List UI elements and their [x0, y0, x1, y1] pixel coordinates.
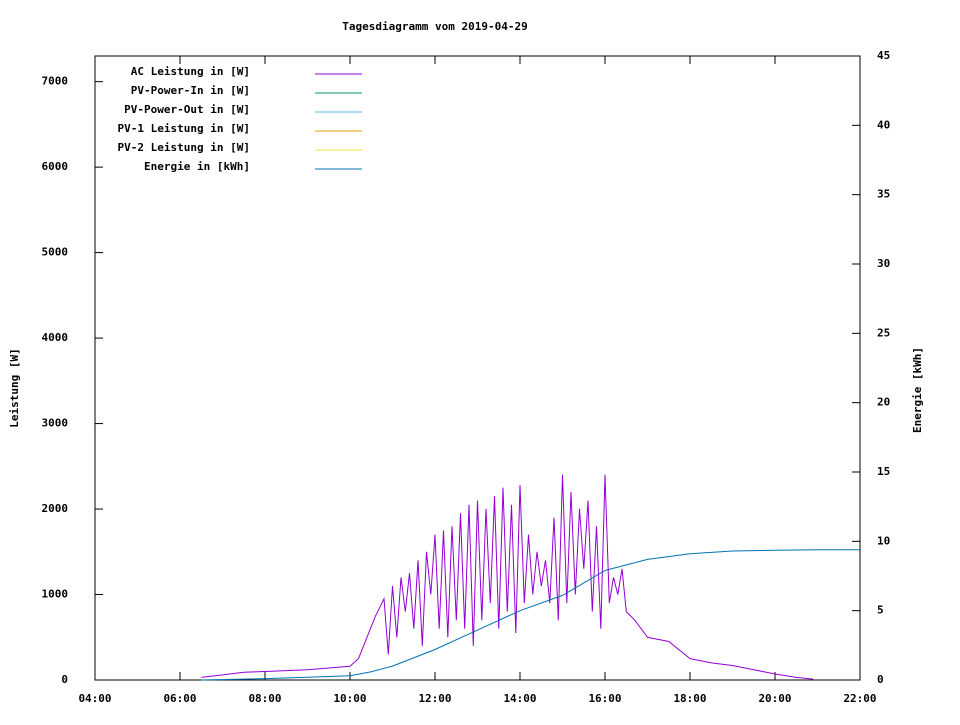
x-tick-label: 20:00: [758, 692, 791, 705]
y2-axis-label: Energie [kWh]: [911, 347, 924, 433]
legend-label: PV-Power-Out in [W]: [124, 103, 250, 116]
y2-tick-label: 25: [877, 326, 890, 339]
y-tick-label: 1000: [42, 588, 69, 601]
x-tick-label: 12:00: [418, 692, 451, 705]
x-tick-label: 16:00: [588, 692, 621, 705]
plot-frame: [94, 55, 861, 681]
y2-tick-label: 40: [877, 118, 890, 131]
y2-tick-label: 35: [877, 188, 890, 201]
y-tick-label: 6000: [42, 160, 69, 173]
y-tick-label: 7000: [42, 75, 69, 88]
x-tick-label: 06:00: [163, 692, 196, 705]
y2-tick-label: 0: [877, 673, 884, 686]
x-tick-label: 08:00: [248, 692, 281, 705]
x-tick-label: 10:00: [333, 692, 366, 705]
y2-tick-label: 30: [877, 257, 890, 270]
legend-label: PV-2 Leistung in [W]: [118, 141, 250, 154]
x-tick-label: 04:00: [78, 692, 111, 705]
y2-tick-label: 45: [877, 49, 890, 62]
y-tick-label: 4000: [42, 331, 69, 344]
y-tick-label: 0: [61, 673, 68, 686]
chart-title: Tagesdiagramm vom 2019-04-29: [342, 20, 527, 33]
x-tick-label: 22:00: [843, 692, 876, 705]
legend-label: PV-1 Leistung in [W]: [118, 122, 250, 135]
x-tick-label: 18:00: [673, 692, 706, 705]
y2-tick-label: 15: [877, 465, 890, 478]
y-tick-label: 5000: [42, 246, 69, 259]
y-tick-label: 3000: [42, 417, 69, 430]
data-line: [201, 474, 814, 680]
y-axis-label: Leistung [W]: [8, 348, 21, 427]
legend-label: Energie in [kWh]: [144, 160, 250, 173]
y2-tick-label: 10: [877, 534, 890, 547]
legend-label: PV-Power-In in [W]: [131, 84, 250, 97]
x-tick-label: 14:00: [503, 692, 536, 705]
y-tick-label: 2000: [42, 502, 69, 515]
data-line: [201, 549, 860, 681]
legend-label: AC Leistung in [W]: [131, 65, 250, 78]
y2-tick-label: 20: [877, 396, 890, 409]
y2-tick-label: 5: [877, 604, 884, 617]
